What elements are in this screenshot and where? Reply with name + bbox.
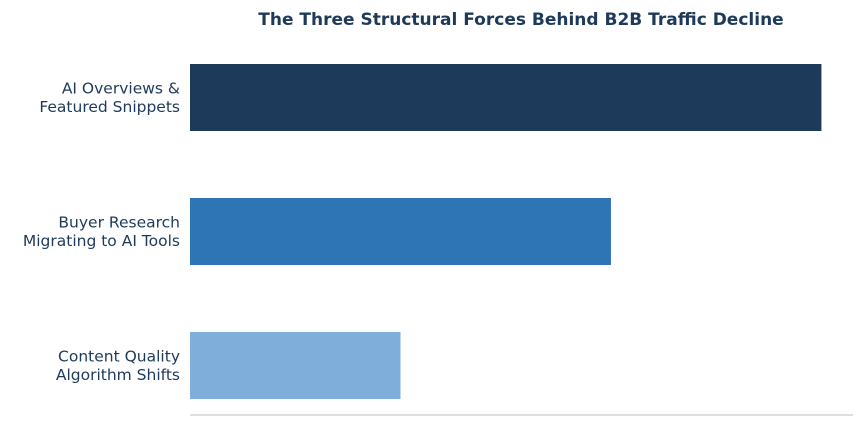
- category-label-1: AI Overviews & Featured Snippets: [39, 79, 180, 116]
- category-labels-group: AI Overviews & Featured Snippets Buyer Res…: [23, 79, 180, 384]
- category-label-line: Featured Snippets: [39, 98, 180, 116]
- bar-2: [190, 198, 611, 265]
- bar-1: [190, 64, 822, 131]
- category-label-line: Content Quality: [58, 347, 180, 365]
- category-label-line: Algorithm Shifts: [56, 366, 180, 384]
- category-label-line: Migrating to AI Tools: [23, 232, 180, 250]
- category-label-3: Content Quality Algorithm Shifts: [56, 347, 180, 384]
- chart-title: The Three Structural Forces Behind B2B T…: [258, 10, 783, 30]
- category-label-2: Buyer Research Migrating to AI Tools: [23, 213, 180, 250]
- category-label-line: AI Overviews &: [62, 79, 180, 97]
- bars-group: [190, 64, 822, 399]
- bar-3: [190, 332, 401, 399]
- category-label-line: Buyer Research: [58, 213, 180, 231]
